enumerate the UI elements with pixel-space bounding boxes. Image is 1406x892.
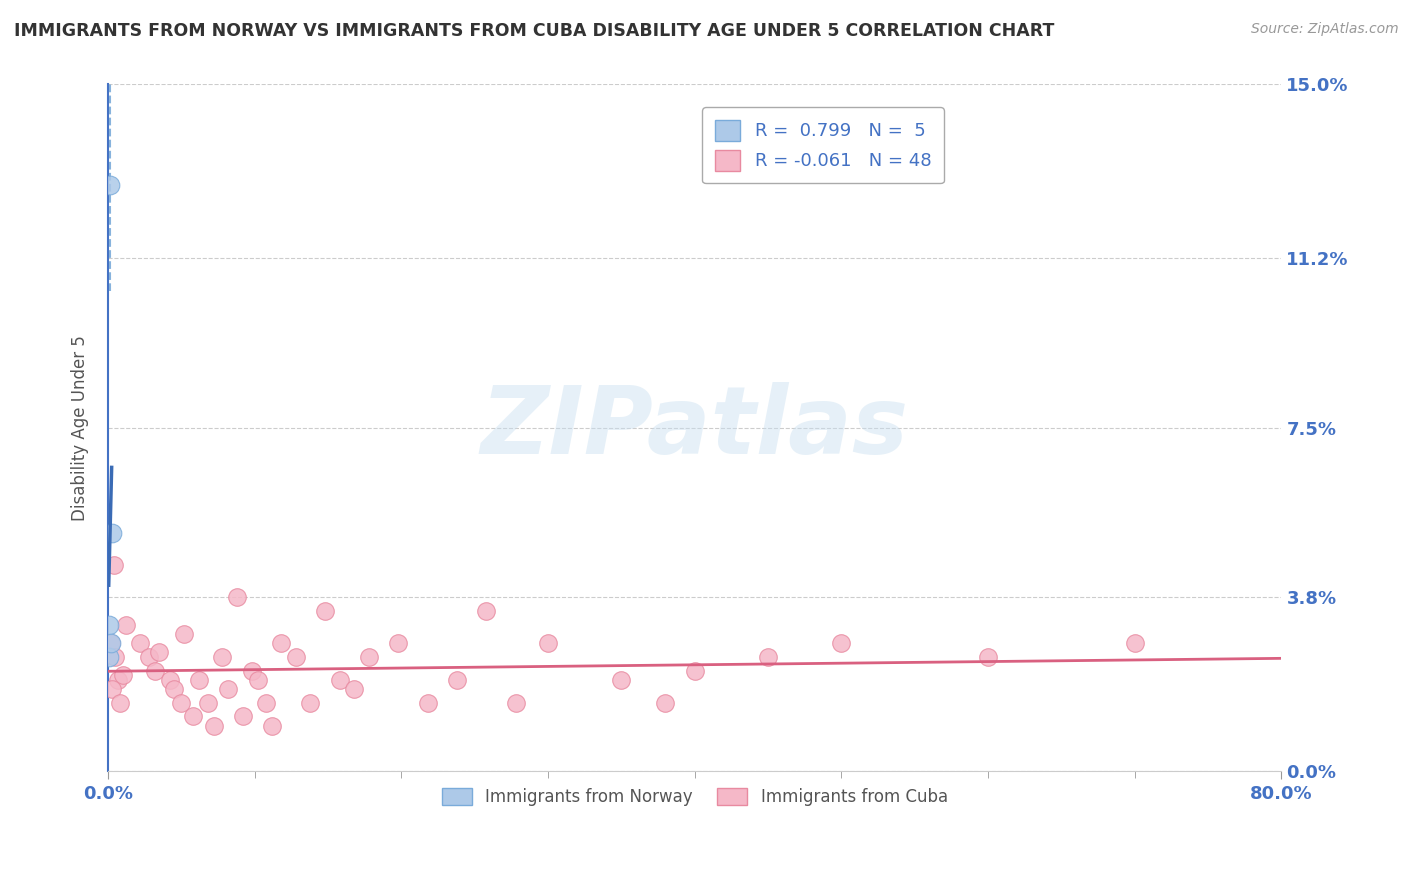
- Point: [683, 664, 706, 678]
- Point: [159, 673, 181, 687]
- Legend: Immigrants from Norway, Immigrants from Cuba: Immigrants from Norway, Immigrants from …: [433, 780, 956, 814]
- Point: [187, 673, 209, 687]
- Point: [170, 696, 193, 710]
- Point: [148, 645, 170, 659]
- Point: [446, 673, 468, 687]
- Point: [329, 673, 352, 687]
- Point: [100, 526, 122, 541]
- Point: [97, 649, 120, 664]
- Point: [173, 627, 195, 641]
- Point: [416, 696, 439, 710]
- Point: [505, 696, 527, 710]
- Point: [977, 649, 1000, 664]
- Point: [284, 649, 307, 664]
- Point: [830, 636, 852, 650]
- Point: [262, 718, 284, 732]
- Point: [537, 636, 560, 650]
- Point: [343, 681, 366, 696]
- Point: [108, 696, 131, 710]
- Point: [100, 636, 122, 650]
- Point: [314, 604, 336, 618]
- Point: [103, 558, 125, 573]
- Point: [387, 636, 409, 650]
- Point: [129, 636, 152, 650]
- Point: [111, 668, 134, 682]
- Point: [359, 649, 381, 664]
- Point: [104, 649, 127, 664]
- Text: IMMIGRANTS FROM NORWAY VS IMMIGRANTS FROM CUBA DISABILITY AGE UNDER 5 CORRELATIO: IMMIGRANTS FROM NORWAY VS IMMIGRANTS FRO…: [14, 22, 1054, 40]
- Point: [98, 178, 121, 193]
- Point: [107, 673, 129, 687]
- Point: [299, 696, 322, 710]
- Point: [98, 617, 121, 632]
- Point: [163, 681, 186, 696]
- Point: [240, 664, 263, 678]
- Point: [100, 636, 122, 650]
- Point: [226, 591, 249, 605]
- Point: [114, 617, 136, 632]
- Point: [181, 709, 204, 723]
- Point: [143, 664, 166, 678]
- Point: [610, 673, 633, 687]
- Point: [202, 718, 225, 732]
- Point: [756, 649, 779, 664]
- Point: [654, 696, 676, 710]
- Text: Source: ZipAtlas.com: Source: ZipAtlas.com: [1251, 22, 1399, 37]
- Point: [217, 681, 239, 696]
- Point: [270, 636, 292, 650]
- Point: [1123, 636, 1146, 650]
- Point: [246, 673, 269, 687]
- Point: [232, 709, 254, 723]
- Y-axis label: Disability Age Under 5: Disability Age Under 5: [72, 335, 89, 521]
- Point: [475, 604, 498, 618]
- Text: ZIPatlas: ZIPatlas: [481, 382, 908, 474]
- Point: [197, 696, 219, 710]
- Point: [138, 649, 160, 664]
- Point: [254, 696, 277, 710]
- Point: [101, 681, 124, 696]
- Point: [211, 649, 233, 664]
